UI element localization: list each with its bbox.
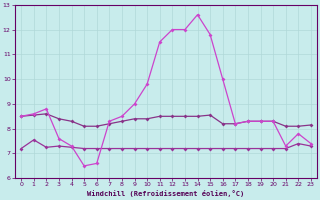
X-axis label: Windchill (Refroidissement éolien,°C): Windchill (Refroidissement éolien,°C) xyxy=(87,190,245,197)
